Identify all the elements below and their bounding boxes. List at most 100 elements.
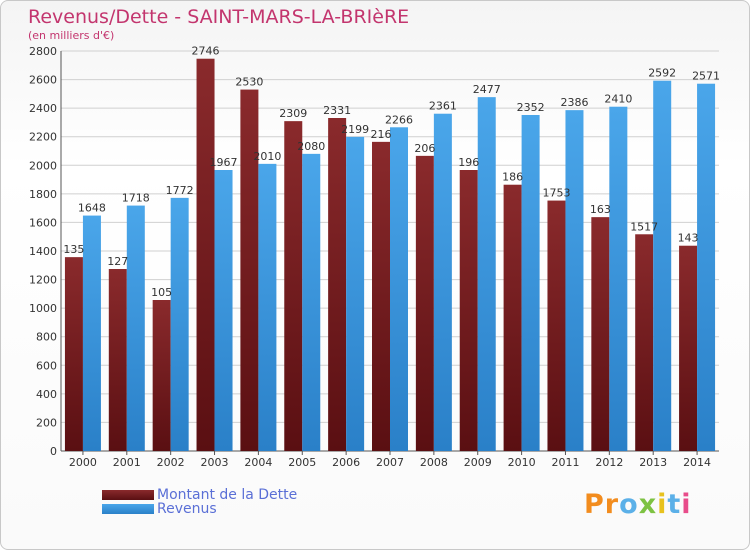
bar-dette <box>196 58 215 451</box>
bar-value-label: 1648 <box>78 202 106 215</box>
logo-letter: i <box>657 489 668 520</box>
bar-value-label: 127 <box>107 255 128 268</box>
y-tick-label: 2800 <box>29 45 57 58</box>
chart-subtitle: (en milliers d'€) <box>28 29 115 42</box>
bar-value-label: 105 <box>151 286 172 299</box>
chart-title: Revenus/Dette - SAINT-MARS-LA-BRIèRE <box>28 6 410 28</box>
bar-dette <box>679 245 698 451</box>
bar-value-label: 186 <box>502 171 523 184</box>
bar-dette <box>459 170 478 451</box>
bar-dette <box>415 155 434 451</box>
bar-dette <box>284 121 303 452</box>
logo-letter: P <box>584 489 605 520</box>
x-tick-label: 2005 <box>288 456 316 469</box>
y-tick-label: 1600 <box>29 216 57 229</box>
x-tick-label: 2009 <box>464 456 492 469</box>
x-tick-label: 2003 <box>201 456 229 469</box>
bar-revenus <box>346 136 365 451</box>
bar-revenus <box>653 80 672 451</box>
y-tick-label: 1800 <box>29 188 57 201</box>
y-axis: 0 200 400 600 800 1000 1200 1400 1600 1800 2000 220… <box>29 45 719 458</box>
bar-value-label: 2080 <box>297 140 325 153</box>
logo-letter: x <box>638 489 658 520</box>
x-tick-label: 2006 <box>332 456 360 469</box>
bar-dette <box>503 184 522 451</box>
x-tick-label: 2008 <box>420 456 448 469</box>
bar-value-label: 2309 <box>279 107 307 120</box>
bar-value-label: 2199 <box>341 123 369 136</box>
bar-value-label: 2746 <box>192 45 220 58</box>
bar-value-label: 2592 <box>648 67 676 80</box>
x-tick-label: 2004 <box>244 456 272 469</box>
bar-value-label: 1718 <box>122 192 150 205</box>
bar-value-label: 1772 <box>166 184 194 197</box>
bar-revenus <box>170 197 189 451</box>
bar-revenus <box>433 113 452 451</box>
x-tick-label: 2002 <box>157 456 185 469</box>
legend-label-dette: Montant de la Dette <box>157 487 298 503</box>
bar-value-label: 216 <box>371 128 392 141</box>
bar-value-label: 135 <box>63 243 84 256</box>
bar-value-label: 143 <box>678 232 699 245</box>
bar-dette <box>591 217 610 451</box>
x-tick-label: 2013 <box>639 456 667 469</box>
data-labels: 135 1648 127 1718 105 1772 2746 1967 2530 2010 230… <box>63 45 720 299</box>
legend-item-revenus: Revenus <box>102 501 217 517</box>
bar-revenus <box>126 205 145 451</box>
bar-dette <box>547 200 566 451</box>
x-tick-label: 2010 <box>508 456 536 469</box>
x-tick-label: 2001 <box>113 456 141 469</box>
bar-value-label: 196 <box>458 156 479 169</box>
bar-dette <box>108 269 127 451</box>
y-tick-label: 1200 <box>29 274 57 287</box>
y-tick-label: 1000 <box>29 302 57 315</box>
bar-revenus <box>565 110 584 452</box>
bar-value-label: 2352 <box>517 101 545 114</box>
x-tick-label: 2011 <box>551 456 579 469</box>
bar-value-label: 2331 <box>323 104 351 117</box>
bar-revenus <box>477 97 496 452</box>
bar-revenus <box>390 127 408 452</box>
y-tick-label: 2400 <box>29 102 57 115</box>
bar-value-label: 2477 <box>473 83 501 96</box>
legend-item-dette: Montant de la Dette <box>102 487 298 503</box>
bar-revenus <box>214 170 233 451</box>
bar-dette <box>240 89 259 452</box>
bar-revenus <box>697 83 716 451</box>
bar-dette <box>372 141 390 451</box>
bar-revenus <box>521 115 540 451</box>
legend-swatch-revenus <box>102 504 154 514</box>
x-tick-label: 2000 <box>69 456 97 469</box>
bar-value-label: 2010 <box>253 150 281 163</box>
bar-value-label: 2571 <box>692 70 720 83</box>
bar-dette <box>328 118 347 451</box>
bar-value-label: 206 <box>414 142 435 155</box>
y-tick-label: 600 <box>36 359 57 372</box>
x-tick-label: 2014 <box>683 456 711 469</box>
x-axis: 2000 2001 2002 2003 2004 2005 2006 2007 2008 2009… <box>69 451 711 469</box>
y-tick-label: 200 <box>36 416 57 429</box>
logo-letter: i <box>681 489 692 520</box>
bar-revenus <box>82 215 101 451</box>
y-tick-label: 1400 <box>29 245 57 258</box>
bar-value-label: 1967 <box>210 156 238 169</box>
bar-value-label: 2386 <box>560 96 588 109</box>
bar-dette <box>152 300 171 451</box>
bar-revenus <box>258 163 277 451</box>
y-tick-label: 2000 <box>29 159 57 172</box>
y-tick-label: 0 <box>50 445 57 458</box>
bar-value-label: 1753 <box>542 187 570 200</box>
bar-dette <box>635 234 654 451</box>
y-tick-label: 2200 <box>29 131 57 144</box>
bar-revenus <box>609 106 628 451</box>
logo-letter: t <box>667 489 682 520</box>
bar-value-label: 1517 <box>630 220 658 233</box>
bar-revenus <box>302 153 321 451</box>
y-tick-label: 400 <box>36 388 57 401</box>
bar-value-label: 2361 <box>429 100 457 113</box>
logo-letter: o <box>619 489 639 520</box>
y-tick-label: 2600 <box>29 74 57 87</box>
legend-swatch-dette <box>102 490 154 500</box>
bar-value-label: 163 <box>590 203 611 216</box>
